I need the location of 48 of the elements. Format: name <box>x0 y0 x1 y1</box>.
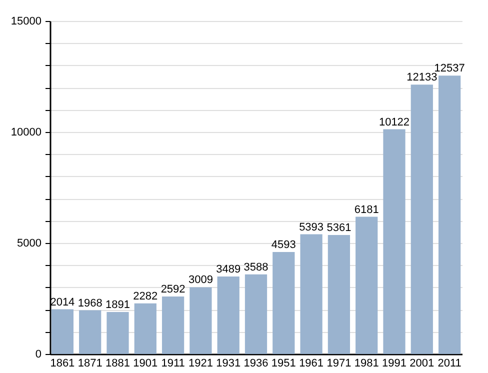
x-tick-label: 1951 <box>271 358 296 370</box>
data-label: 2282 <box>133 290 158 302</box>
bar <box>162 296 184 354</box>
x-tick-label: 1981 <box>354 358 379 370</box>
data-label: 4593 <box>271 239 296 252</box>
data-label: 3489 <box>216 264 241 276</box>
data-label: 1968 <box>78 297 102 310</box>
data-label: 3588 <box>244 261 268 274</box>
bar <box>383 129 406 354</box>
x-tick-label: 1921 <box>188 358 213 370</box>
bar <box>217 276 240 354</box>
bar <box>106 312 129 354</box>
x-tick-label: 1861 <box>50 358 75 370</box>
x-tick-label: 1991 <box>382 358 406 370</box>
x-tick-label: 1901 <box>133 358 158 370</box>
bar <box>272 252 295 354</box>
data-label: 12133 <box>406 72 438 84</box>
bar <box>244 274 268 354</box>
data-label: 3009 <box>188 274 213 286</box>
bar <box>190 287 212 354</box>
data-label: 6181 <box>354 204 379 216</box>
bar <box>300 234 322 354</box>
bar <box>356 216 378 354</box>
data-label: 5361 <box>326 222 352 234</box>
bar <box>410 84 433 354</box>
y-tick-label: 15000 <box>10 16 42 28</box>
y-tick-label: 10000 <box>10 126 42 138</box>
x-tick-label: 2011 <box>438 358 462 370</box>
x-tick-label: 1911 <box>161 358 185 370</box>
bar <box>79 310 102 354</box>
bar <box>134 303 156 354</box>
bar <box>328 234 350 354</box>
y-tick-label: 5000 <box>17 238 42 250</box>
x-tick-label: 1881 <box>106 358 130 370</box>
y-tick-label: 0 <box>35 348 42 360</box>
data-label: 10122 <box>378 116 410 128</box>
bar <box>51 309 74 354</box>
x-tick-label: 2001 <box>410 358 434 370</box>
data-label: 5393 <box>299 221 324 234</box>
x-tick-label: 1931 <box>216 358 241 370</box>
x-tick-label: 1871 <box>78 358 102 370</box>
bar <box>438 76 461 354</box>
data-label: 2014 <box>50 296 75 308</box>
data-label: 2592 <box>160 283 186 296</box>
x-tick-label: 1961 <box>299 358 324 370</box>
x-tick-label: 1936 <box>244 358 268 370</box>
data-label: 1891 <box>106 299 130 312</box>
x-tick-label: 1971 <box>326 358 352 370</box>
